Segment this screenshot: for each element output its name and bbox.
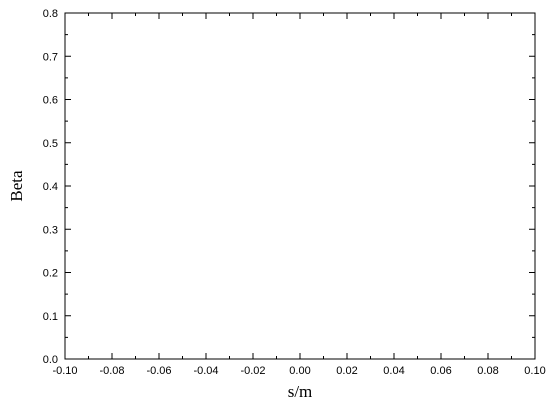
x-tick-label: 0.10 [524, 365, 545, 377]
y-tick-label: 0.6 [43, 95, 58, 107]
y-axis-title: Beta [7, 170, 26, 202]
axes: -0.10 -0.08 -0.06 -0.04 -0.02 0.00 0.02 0.04 0.0… [43, 8, 546, 377]
y-tick-label: 0.3 [43, 224, 58, 236]
x-tick-label: -0.10 [52, 365, 77, 377]
y-tick-label: 0.2 [43, 268, 58, 280]
x-tick-label: -0.06 [146, 365, 171, 377]
x-tick-label: -0.08 [99, 365, 124, 377]
x-tick-label: -0.02 [240, 365, 265, 377]
x-tick-label: 0.02 [336, 365, 357, 377]
x-tick-label: 0.08 [477, 365, 498, 377]
x-tick-label: 0.06 [430, 365, 451, 377]
y-tick-label: 0.0 [43, 354, 58, 366]
y-tick-label: 0.5 [43, 138, 58, 150]
y-tick-label: 0.7 [43, 51, 58, 63]
y-tick-label: 0.1 [43, 311, 58, 323]
plot-frame [64, 12, 536, 360]
y-tick-label: 0.8 [43, 8, 58, 20]
y-tick-label: 0.4 [43, 181, 58, 193]
x-tick-label: 0.00 [289, 365, 310, 377]
x-tick-label: -0.04 [193, 365, 218, 377]
x-axis-title: s/m [288, 382, 313, 401]
x-tick-label: 0.04 [383, 365, 404, 377]
